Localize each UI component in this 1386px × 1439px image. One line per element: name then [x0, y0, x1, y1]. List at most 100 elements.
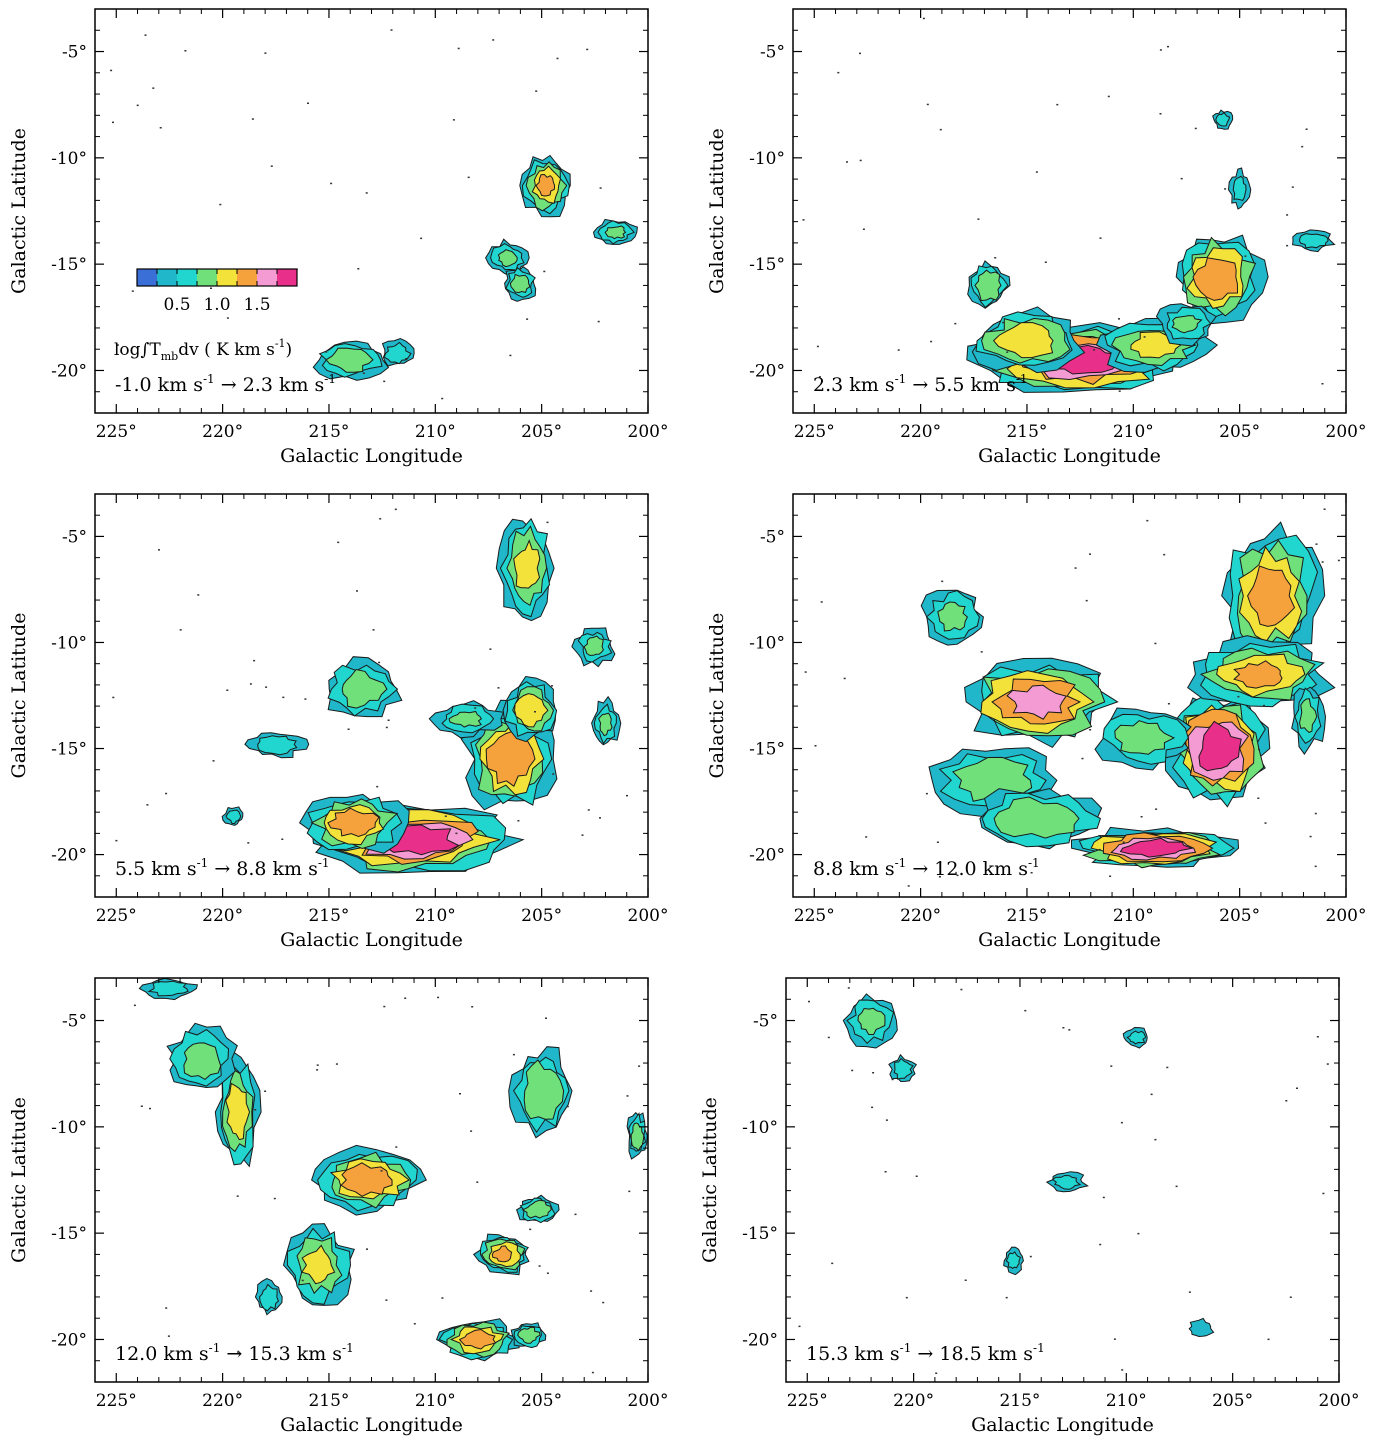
y-tick-label: -10° — [51, 149, 87, 169]
x-tick-label: 200° — [628, 422, 669, 442]
y-tick-label: -20° — [749, 846, 785, 866]
panel-5: 225° 220° 215° 210° 205° 200° -5° -10° -15° -20° G… — [8, 977, 669, 1436]
cloud-5 — [495, 517, 555, 622]
y-tick-label: -15° — [749, 255, 785, 275]
y-tick-label: -10° — [749, 149, 785, 169]
x-tick-label: 215° — [308, 422, 349, 442]
contour-level — [327, 807, 380, 838]
cloud-4 — [1122, 1026, 1148, 1049]
cloud-9 — [920, 589, 984, 646]
contour-level — [325, 347, 374, 373]
emission-map — [920, 521, 1336, 869]
contour-level — [974, 269, 1002, 302]
contour-level — [535, 173, 556, 197]
contour-level — [893, 1057, 914, 1080]
x-tick-label: 215° — [308, 1391, 349, 1411]
cloud-9 — [1212, 109, 1234, 130]
x-tick-label: 205° — [1219, 906, 1260, 926]
y-tick-label: -20° — [51, 1330, 87, 1350]
y-axis-title: Galactic Latitude — [8, 613, 30, 779]
cloud-4 — [282, 1223, 355, 1306]
x-tick-label: 205° — [521, 906, 562, 926]
y-axis-title: Galactic Latitude — [706, 613, 728, 779]
x-tick-label: 215° — [1006, 906, 1047, 926]
cloud-4 — [592, 218, 638, 245]
contour-level — [598, 712, 613, 737]
x-axis-title: Galactic Longitude — [971, 1414, 1154, 1436]
y-tick-label: -20° — [742, 1330, 778, 1350]
contour-level — [383, 341, 412, 365]
contour-level — [1298, 698, 1318, 733]
y-tick-label: -15° — [51, 740, 87, 760]
contour-level — [993, 796, 1080, 839]
contour-level — [937, 601, 969, 632]
contour-level — [183, 1042, 222, 1081]
emission-map — [842, 993, 1215, 1338]
cloud-3 — [1045, 1171, 1089, 1193]
cloud-9 — [591, 695, 622, 746]
x-tick-label: 205° — [521, 422, 562, 442]
cloud-2 — [971, 306, 1086, 374]
velocity-range-label: 2.3 km s-1 → 5.5 km s-1 — [813, 372, 1028, 396]
colorbar-tick-label: 1.5 — [243, 295, 270, 315]
cloud-8 — [515, 1194, 560, 1224]
y-axis-title: Galactic Latitude — [8, 1097, 30, 1263]
noise-specks — [112, 508, 628, 844]
y-tick-label: -15° — [51, 255, 87, 275]
cloud-8 — [1227, 167, 1252, 210]
x-tick-label: 220° — [202, 1391, 243, 1411]
colorbar-segment — [157, 269, 178, 286]
x-tick-label: 205° — [521, 1391, 562, 1411]
velocity-range-label: 8.8 km s-1 → 12.0 km s-1 — [813, 856, 1040, 880]
contour-level — [992, 322, 1054, 359]
cloud-3 — [1221, 521, 1326, 663]
x-tick-label: 200° — [1326, 906, 1367, 926]
x-tick-label: 215° — [999, 1391, 1040, 1411]
contour-level — [514, 693, 549, 728]
x-tick-label: 225° — [787, 1391, 828, 1411]
cloud-6 — [1155, 303, 1217, 347]
x-tick-label: 210° — [1106, 1391, 1147, 1411]
x-tick-label: 200° — [628, 1391, 669, 1411]
cloud-5 — [435, 1318, 521, 1362]
cloud-2 — [888, 1053, 918, 1083]
noise-specks — [798, 987, 1329, 1374]
y-tick-label: -20° — [749, 361, 785, 381]
y-tick-label: -20° — [51, 361, 87, 381]
x-axis-title: Galactic Longitude — [280, 445, 463, 467]
panel-1: 225° 220° 215° 210° 205° 200° -5° -10° -15° -20° G… — [8, 8, 669, 467]
cloud-6 — [327, 656, 403, 718]
cloud-8 — [1094, 707, 1192, 771]
y-axis-title: Galactic Latitude — [706, 128, 728, 294]
velocity-range-label: -1.0 km s-1 → 2.3 km s-1 — [115, 372, 336, 396]
cloud-7 — [428, 700, 505, 739]
x-tick-label: 200° — [628, 906, 669, 926]
emission-map — [138, 978, 648, 1362]
noise-specks — [804, 508, 1340, 887]
contour-level — [513, 539, 541, 589]
cloud-1 — [842, 993, 898, 1049]
colorbar-segment — [137, 269, 158, 286]
colorbar-segment — [237, 269, 258, 286]
x-tick-label: 220° — [202, 906, 243, 926]
colorbar-tick-label: 0.5 — [163, 295, 190, 315]
y-tick-label: -15° — [51, 1224, 87, 1244]
cloud-1 — [519, 154, 571, 218]
panel-4: 225° 220° 215° 210° 205° 200° -5° -10° -15° -20° G… — [706, 493, 1367, 951]
colorbar-segment — [257, 269, 278, 286]
cloud-8 — [571, 627, 616, 668]
x-tick-label: 200° — [1326, 422, 1367, 442]
x-tick-label: 205° — [1212, 1391, 1253, 1411]
cloud-5 — [312, 340, 390, 381]
contour-level — [491, 1245, 513, 1263]
contour-level — [1006, 684, 1068, 720]
emission-map — [312, 154, 638, 381]
x-tick-label: 220° — [202, 422, 243, 442]
contour-level — [225, 1082, 251, 1141]
velocity-range-label: 15.3 km s-1 → 18.5 km s-1 — [806, 1341, 1045, 1365]
panel-6: 225° 220° 215° 210° 205° 200° -5° -10° -15° -20° G… — [699, 977, 1359, 1436]
cloud-1 — [1070, 826, 1240, 869]
y-tick-label: -5° — [753, 1012, 778, 1032]
contour-level — [301, 1244, 336, 1285]
